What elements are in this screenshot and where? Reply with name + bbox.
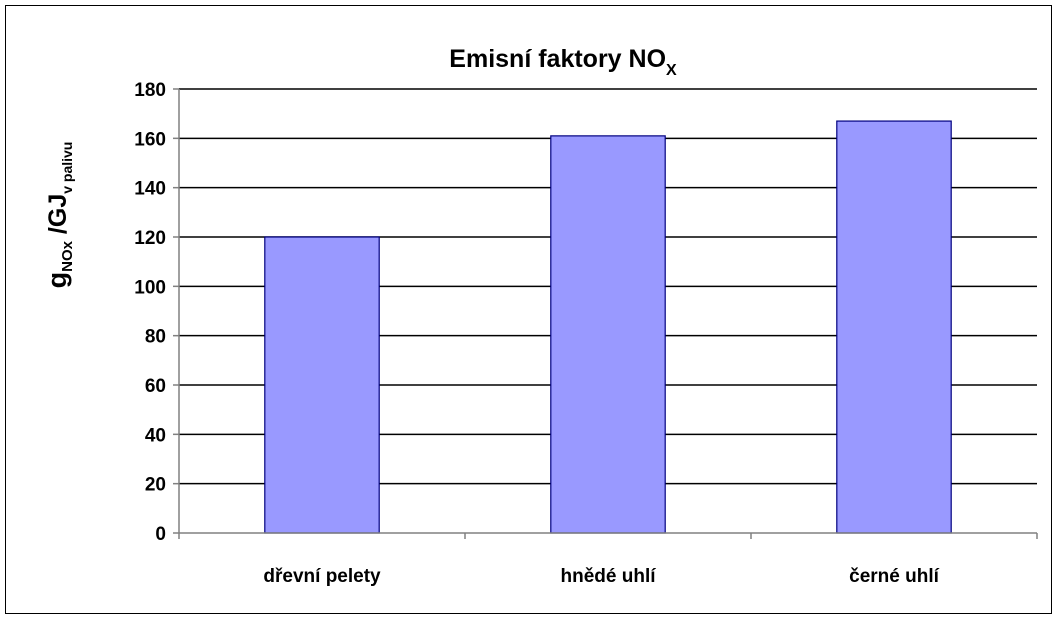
tick-labels: 0 20 40 60 80 100 120 140 160 180 dřevní pelety hně… (134, 80, 939, 587)
x-category-label: dřevní pelety (263, 566, 381, 587)
axes (173, 88, 1038, 539)
bar (550, 135, 666, 534)
y-axis-label-sub1: NOx (59, 240, 76, 272)
y-axis-label-sub2: v palivu (59, 142, 75, 194)
x-category-label: černé uhlí (849, 566, 939, 587)
y-tick-label: 80 (145, 327, 166, 348)
y-tick-label: 20 (145, 475, 166, 496)
bar (264, 236, 380, 534)
y-tick-label: 160 (134, 129, 166, 150)
y-axis-label: gNOx /GJv palivu (42, 142, 76, 289)
y-tick-label: 120 (134, 228, 166, 249)
y-axis-label-main: g (42, 272, 72, 289)
bar (836, 120, 952, 534)
y-tick-label: 60 (145, 376, 166, 397)
y-tick-label: 100 (134, 277, 166, 298)
y-tick-label: 40 (145, 425, 166, 446)
y-tick-label: 0 (155, 524, 166, 545)
chart-title-main: Emisní faktory NO (449, 45, 666, 73)
chart-title: Emisní faktory NOX (449, 45, 677, 79)
y-tick-label: 180 (134, 80, 166, 101)
chart-title-subscript: X (666, 62, 677, 79)
x-category-label: hnědé uhlí (561, 566, 657, 587)
bars (264, 120, 952, 534)
y-axis-label-unit: /GJ (44, 194, 72, 241)
y-tick-label: 140 (134, 179, 166, 200)
